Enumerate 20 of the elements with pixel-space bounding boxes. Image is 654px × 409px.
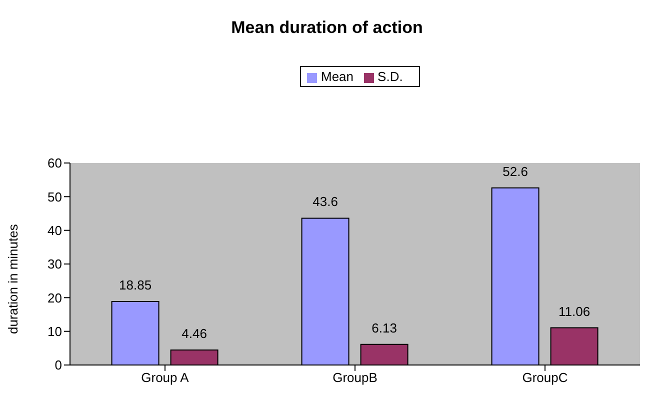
legend-label: S.D. [378, 69, 403, 84]
y-tick-label: 20 [48, 290, 62, 306]
y-tick-label: 10 [48, 324, 62, 339]
y-tick-label: 30 [48, 256, 62, 272]
x-tick-label: GroupB [332, 370, 378, 386]
data-label: 4.46 [182, 326, 207, 341]
data-label: 6.13 [372, 320, 397, 336]
y-tick-label: 50 [48, 189, 62, 204]
y-axis-title: duration in minutes [6, 224, 21, 334]
legend-label: Mean [321, 69, 354, 84]
y-tick-label: 0 [54, 358, 62, 373]
data-label: 18.85 [119, 278, 152, 293]
y-tick-label: 60 [48, 156, 62, 171]
chart-title: Mean duration of action [230, 18, 424, 38]
x-tick-label: GroupC [522, 370, 568, 386]
x-tick-label: Group A [141, 370, 190, 386]
data-label: 43.6 [312, 194, 338, 210]
data-label: 11.06 [558, 304, 590, 319]
y-tick-label: 40 [48, 222, 62, 238]
data-label: 52.6 [502, 164, 528, 179]
